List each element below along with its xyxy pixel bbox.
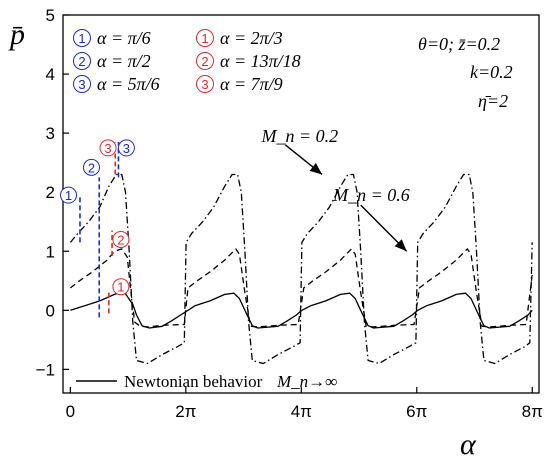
marker-badge — [60, 186, 78, 204]
legend-badge-label: 2 — [78, 54, 85, 69]
legend-badge-label: 3 — [201, 77, 208, 92]
legend-blue: 1 α = π/6 2 α = π/2 3 α = 5π/6 — [73, 28, 160, 94]
y-axis-label: p̄ — [8, 18, 25, 51]
legend-badge — [73, 52, 91, 70]
legend-entry-label: α = 2π/3 — [220, 28, 283, 48]
legend-entry-label: α = 7π/9 — [220, 74, 283, 94]
marker-badge — [112, 278, 130, 296]
y-tick-label: 5 — [46, 6, 55, 25]
marker-badge — [99, 139, 117, 157]
param-line-2: k=0.2 — [470, 62, 513, 82]
param-line-1: θ=0; z̄=0.2 — [418, 34, 500, 54]
marker-badge — [117, 139, 135, 157]
x-tick-label: 2π — [175, 402, 196, 421]
x-tick-label: 0 — [66, 402, 75, 421]
param-line-3: η̄=2 — [478, 91, 508, 111]
annotation-arrowhead — [309, 163, 323, 175]
legend-badge — [196, 75, 214, 93]
marker-badge-label: 2 — [88, 160, 95, 175]
y-tick-label: 4 — [46, 65, 55, 84]
marker-badge-label: 3 — [123, 141, 130, 156]
annotation-label: M_n = 0.2 — [260, 126, 338, 146]
legend-badge-label: 3 — [78, 77, 85, 92]
legend-newtonian-math: M_n→∞ — [276, 372, 337, 391]
legend-entry-label: α = π/6 — [97, 28, 151, 48]
marker-badge-label: 1 — [65, 188, 72, 203]
annotation-label: M_n = 0.6 — [332, 185, 410, 205]
legend-entry-label: α = 5π/6 — [97, 74, 160, 94]
legend-badge-label: 2 — [201, 54, 208, 69]
annotation-arrowhead — [394, 239, 407, 252]
marker-badge — [112, 230, 130, 248]
marker-badge-label: 2 — [117, 232, 124, 247]
legend-badge — [196, 52, 214, 70]
legend-entry-label: α = 13π/18 — [220, 51, 301, 71]
y-tick-label: 1 — [46, 242, 55, 261]
legend-badge — [73, 75, 91, 93]
legend-badge-label: 1 — [201, 31, 208, 46]
y-tick-label: 2 — [46, 183, 55, 202]
x-tick-label: 8π — [522, 402, 543, 421]
marker-badge-label: 1 — [117, 280, 124, 295]
marker-badge — [82, 158, 100, 176]
legend-badge-label: 1 — [78, 31, 85, 46]
legend-entry-label: α = π/2 — [97, 51, 151, 71]
y-tick-label: 0 — [46, 301, 55, 320]
x-tick-label: 6π — [406, 402, 427, 421]
legend-newtonian-label: Newtonian behavior — [124, 372, 263, 391]
marker-badge-label: 3 — [104, 141, 111, 156]
legend-red: 1 α = 2π/3 2 α = 13π/18 3 α = 7π/9 — [196, 28, 301, 94]
y-tick-label: 3 — [46, 124, 55, 143]
series-line-dash — [70, 248, 533, 328]
x-axis-label: α — [460, 428, 477, 461]
series-line-dashdot — [69, 173, 533, 365]
legend-badge — [73, 29, 91, 47]
y-tick-label: −1 — [36, 360, 55, 379]
legend-badge — [196, 29, 214, 47]
x-tick-label: 4π — [291, 402, 312, 421]
